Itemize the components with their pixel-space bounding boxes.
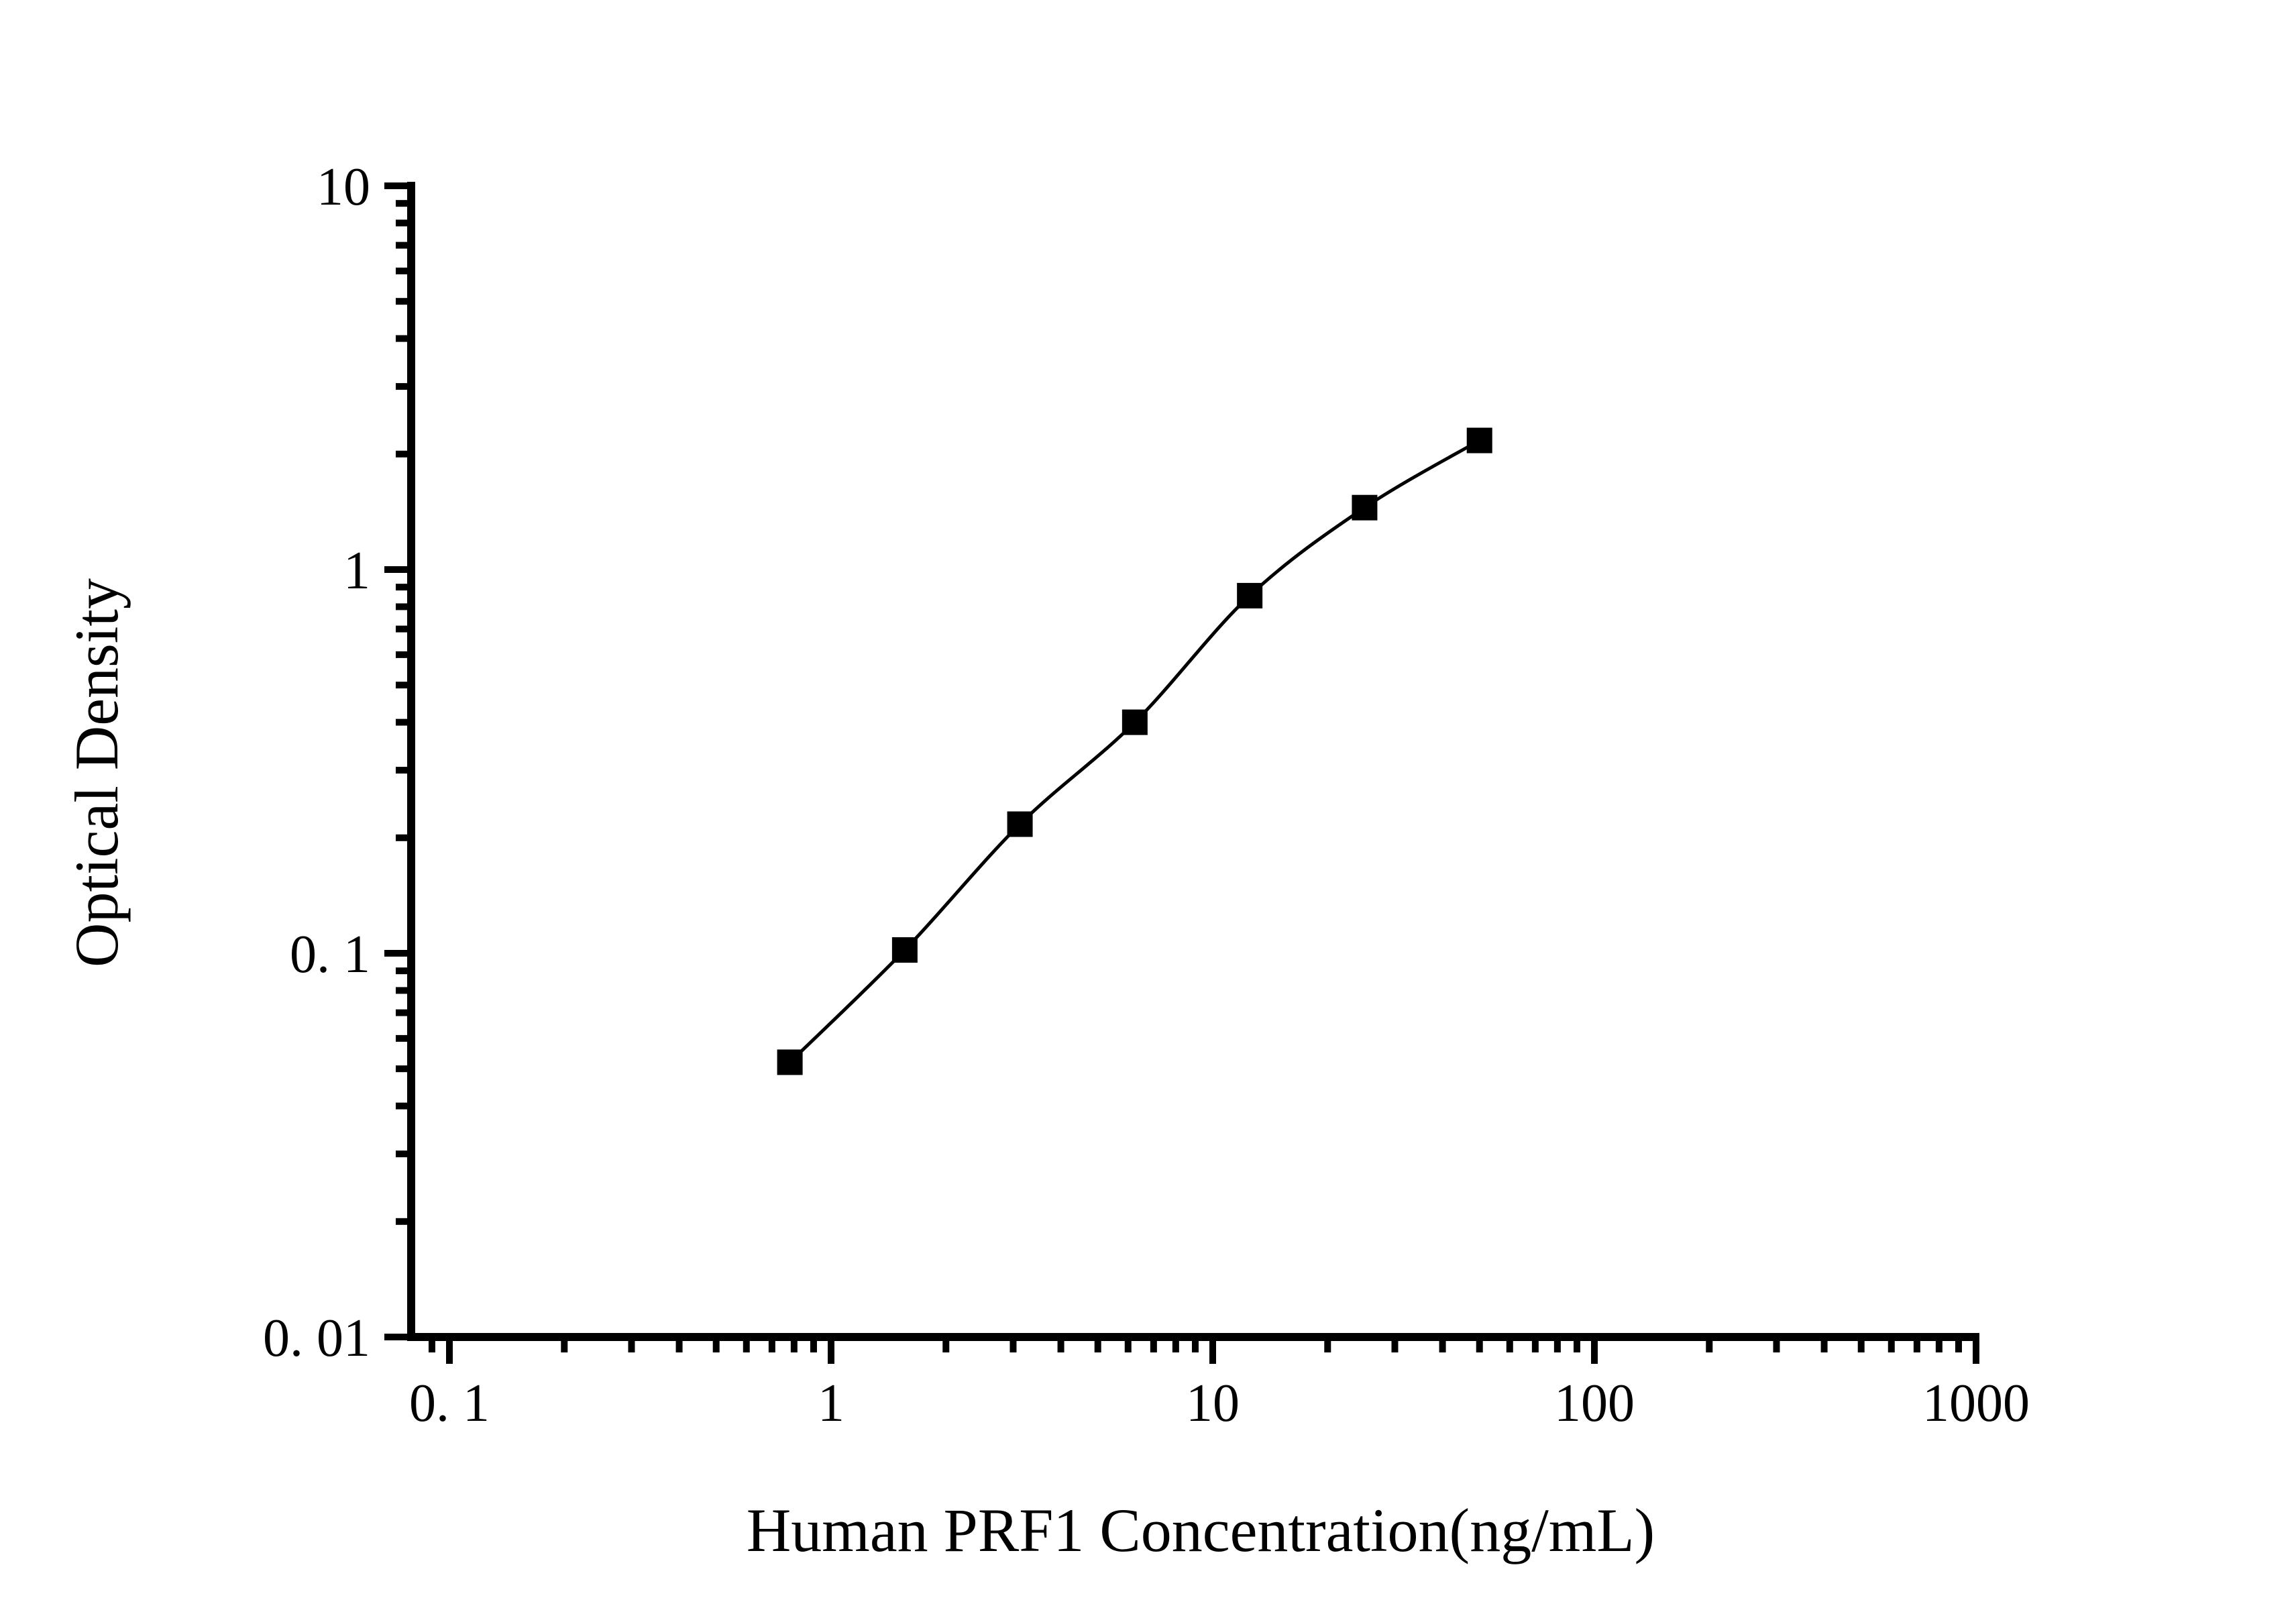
tick-labels: 0. 1 1 10 100 1000 10 1 0. 1 0. 01 (263, 158, 2030, 1433)
y-minor-tick (396, 718, 408, 726)
x-minor-tick (1391, 1340, 1399, 1352)
y-minor-tick (396, 987, 408, 994)
x-minor-tick (1439, 1340, 1446, 1352)
x-tick-label: 10 (1186, 1374, 1240, 1433)
x-minor-tick (1553, 1340, 1561, 1352)
x-major-tick (1209, 1340, 1216, 1364)
y-minor-tick (396, 450, 408, 458)
x-minor-tick (1935, 1340, 1943, 1352)
x-major-tick (1591, 1340, 1598, 1364)
y-minor-tick (396, 625, 408, 633)
data-point-marker (1122, 709, 1148, 735)
x-minor-tick (1191, 1340, 1199, 1352)
x-minor-tick (1820, 1340, 1828, 1352)
x-minor-tick (628, 1340, 635, 1352)
y-major-tick (384, 950, 408, 957)
x-minor-tick (1531, 1340, 1539, 1352)
y-major-tick (384, 566, 408, 573)
standard-curve-line (788, 439, 1480, 1064)
x-minor-tick (1476, 1340, 1483, 1352)
y-minor-tick (396, 298, 408, 305)
y-minor-tick (396, 200, 408, 207)
x-minor-tick (1124, 1340, 1132, 1352)
x-major-tick (1973, 1340, 1979, 1364)
x-minor-tick (1150, 1340, 1157, 1352)
x-minor-tick (1009, 1340, 1017, 1352)
x-axis-line (407, 1333, 1979, 1341)
x-minor-tick (1057, 1340, 1064, 1352)
x-minor-tick (1094, 1340, 1101, 1352)
y-tick-label: 0. 01 (263, 1309, 370, 1368)
x-minor-tick (1506, 1340, 1513, 1352)
data-point-marker (1007, 811, 1033, 837)
y-minor-tick (396, 242, 408, 249)
y-minor-tick (396, 1218, 408, 1225)
x-minor-tick (1773, 1340, 1780, 1352)
y-minor-tick (396, 767, 408, 774)
data-series (777, 427, 1492, 1075)
y-minor-tick (396, 584, 408, 591)
x-tick-label: 0. 1 (409, 1374, 490, 1433)
x-tick-label: 100 (1554, 1374, 1635, 1433)
y-minor-tick (396, 834, 408, 841)
x-minor-tick (942, 1340, 950, 1352)
x-minor-tick (1857, 1340, 1865, 1352)
y-minor-tick (396, 219, 408, 227)
y-minor-tick (396, 1009, 408, 1016)
y-minor-tick (396, 682, 408, 689)
x-minor-tick (1324, 1340, 1331, 1352)
x-minor-tick (790, 1340, 798, 1352)
x-minor-tick (810, 1340, 817, 1352)
x-tick-label: 1 (818, 1374, 844, 1433)
x-minor-tick (561, 1340, 568, 1352)
x-minor-tick (743, 1340, 750, 1352)
x-minor-tick (1172, 1340, 1179, 1352)
y-tick-label: 0. 1 (290, 925, 370, 984)
x-minor-tick (712, 1340, 720, 1352)
y-minor-tick (396, 335, 408, 342)
y-tick-label: 10 (317, 158, 370, 217)
x-minor-tick (1888, 1340, 1895, 1352)
y-minor-tick (396, 651, 408, 658)
y-minor-tick (396, 267, 408, 274)
y-minor-tick (396, 1151, 408, 1158)
y-minor-tick (396, 1102, 408, 1110)
x-minor-tick (1913, 1340, 1920, 1352)
x-minor-tick (768, 1340, 775, 1352)
axis-ticks (384, 182, 1979, 1364)
data-point-marker (777, 1049, 803, 1075)
y-major-tick (384, 1334, 408, 1340)
axes (407, 182, 1979, 1341)
x-axis-title: Human PRF1 Concentration(ng/mL) (747, 1496, 1655, 1564)
x-minor-tick (1573, 1340, 1580, 1352)
y-minor-tick (396, 1034, 408, 1042)
y-minor-tick (396, 967, 408, 975)
y-axis-line (407, 182, 415, 1341)
data-point-marker (891, 937, 918, 963)
y-minor-tick (396, 383, 408, 390)
x-minor-tick (1955, 1340, 1962, 1352)
y-axis-title: Optical Density (62, 578, 131, 967)
x-tick-label: 1000 (1922, 1374, 2030, 1433)
x-minor-tick (428, 1340, 435, 1352)
x-major-tick (828, 1340, 834, 1364)
x-minor-tick (675, 1340, 683, 1352)
data-point-marker (1237, 582, 1263, 608)
y-major-tick (384, 182, 408, 189)
data-point-marker (1466, 427, 1492, 453)
y-minor-tick (396, 1065, 408, 1073)
x-major-tick (446, 1340, 453, 1364)
y-minor-tick (396, 603, 408, 610)
x-minor-tick (1706, 1340, 1713, 1352)
data-point-marker (1352, 494, 1378, 521)
y-tick-label: 1 (343, 541, 370, 600)
